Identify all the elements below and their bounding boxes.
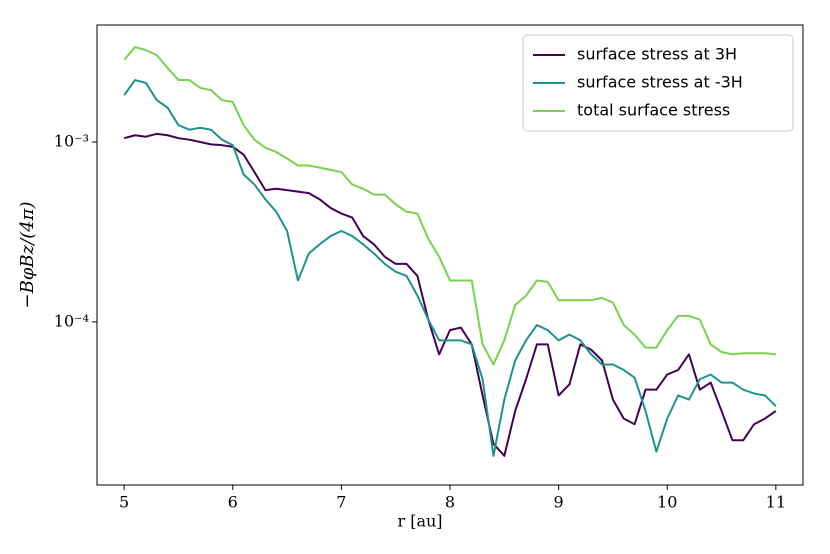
data-line	[123, 46, 776, 366]
y-tick-label: 10⁻⁴	[54, 311, 89, 330]
legend-label: surface stress at -3H	[577, 73, 743, 92]
legend-box	[522, 34, 794, 132]
x-tick-label: 10	[657, 493, 677, 512]
y-axis-label: −BφBz/(4π)	[17, 201, 38, 308]
x-tick-label: 6	[228, 493, 238, 512]
y-tick-label: 10⁻³	[54, 131, 89, 150]
data-line	[123, 132, 777, 457]
legend-label: total surface stress	[577, 101, 730, 120]
x-tick-label: 5	[119, 493, 129, 512]
x-tick-label: 8	[445, 493, 455, 512]
x-axis-label: r [au]	[397, 512, 442, 531]
x-tick-label: 9	[554, 493, 564, 512]
legend-label: surface stress at 3H	[577, 45, 737, 64]
x-tick-label: 7	[336, 493, 346, 512]
x-tick-label: 11	[766, 493, 786, 512]
data-line	[123, 79, 777, 457]
